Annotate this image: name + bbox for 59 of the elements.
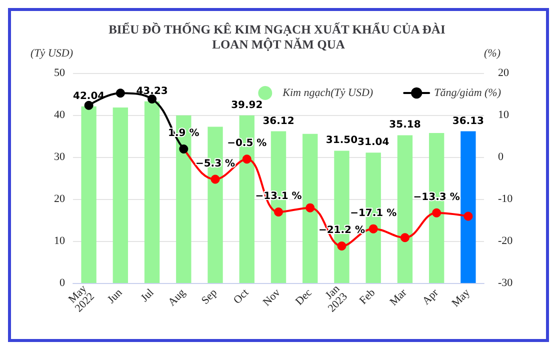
y2-tick-label: -20 [498, 235, 514, 247]
data-label: −17.1 % [350, 208, 397, 219]
x-tick-label: Feb [357, 286, 378, 307]
x-tick-label: Aug [166, 286, 188, 309]
bar [81, 106, 96, 283]
y2-tick-label: 20 [498, 67, 510, 79]
point [400, 233, 410, 242]
point [84, 100, 94, 110]
data-label: −5.3 % [195, 158, 236, 170]
legend-label: Tăng/giảm (%) [434, 87, 502, 99]
x-tick-label: Oct [231, 286, 252, 306]
bar [302, 134, 318, 283]
point [337, 242, 346, 251]
point [116, 88, 125, 98]
y2-tick-label: 0 [498, 151, 504, 163]
x-tick-label: Jun [105, 286, 126, 306]
point [210, 174, 220, 184]
data-label: −0.5 % [227, 138, 267, 150]
point [242, 154, 252, 164]
y2-tick-label: -10 [498, 193, 514, 205]
y-tick-label: 20 [54, 193, 66, 205]
data-label: 39.92 [231, 100, 263, 111]
y-tick-label: 10 [54, 235, 66, 247]
y2-tick-label: 10 [498, 109, 510, 121]
data-label: 43.23 [136, 86, 168, 97]
x-tick-label: Dec [293, 286, 314, 308]
x-tick-label: Mar [388, 286, 410, 308]
y-tick-label: 40 [54, 109, 66, 121]
point [464, 212, 473, 221]
x-tick-label: Apr [420, 286, 442, 308]
data-label: 35.18 [389, 120, 421, 131]
data-label: 36.12 [262, 116, 294, 127]
point [148, 94, 157, 104]
x-tick-label: May [450, 286, 473, 310]
y-axis-title: (Tỷ USD) [30, 48, 74, 60]
data-label: 31.50 [326, 135, 358, 146]
data-label: −13.3 % [413, 192, 460, 203]
data-label: 36.13 [452, 116, 484, 127]
point [274, 208, 283, 217]
data-label: 42.04 [72, 90, 105, 102]
y-tick-label: 0 [60, 277, 66, 289]
point [306, 203, 315, 212]
x-tick-label: Sep [199, 286, 220, 307]
data-label: 31.04 [358, 137, 390, 148]
y-tick-label: 30 [54, 151, 66, 163]
bar [112, 107, 128, 283]
legend-label: Kim ngạch(Tỷ USD) [282, 87, 374, 99]
bar [460, 131, 476, 283]
point [432, 208, 442, 218]
x-tick-label: Jul [138, 286, 156, 304]
bar [144, 101, 160, 283]
y2-tick-label: -30 [498, 277, 514, 289]
point [179, 144, 188, 154]
point [368, 224, 378, 234]
x-tick-label: Nov [260, 286, 284, 309]
bar [397, 135, 413, 283]
chart-title: BIỂU ĐỒ THỐNG KÊ KIM NGẠCH XUẤT KHẨU CỦA ĐÀI LOAN MỘT NĂM QUA [108, 22, 448, 52]
y-tick-label: 50 [54, 67, 66, 79]
y2-axis-title: (%) [484, 48, 501, 60]
